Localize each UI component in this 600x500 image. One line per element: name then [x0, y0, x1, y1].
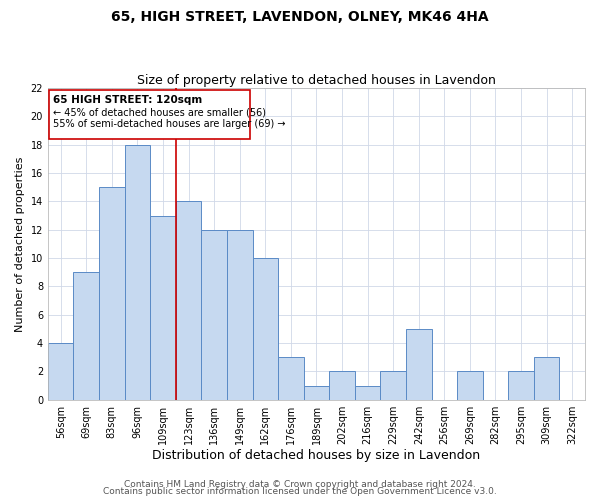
Bar	[406, 329, 431, 400]
Bar	[125, 145, 150, 400]
Text: ← 45% of detached houses are smaller (56): ← 45% of detached houses are smaller (56…	[53, 108, 266, 118]
Bar	[508, 372, 534, 400]
Text: Contains public sector information licensed under the Open Government Licence v3: Contains public sector information licen…	[103, 488, 497, 496]
Y-axis label: Number of detached properties: Number of detached properties	[15, 156, 25, 332]
Text: 65, HIGH STREET, LAVENDON, OLNEY, MK46 4HA: 65, HIGH STREET, LAVENDON, OLNEY, MK46 4…	[111, 10, 489, 24]
X-axis label: Distribution of detached houses by size in Lavendon: Distribution of detached houses by size …	[152, 450, 481, 462]
Bar	[355, 386, 380, 400]
Bar	[380, 372, 406, 400]
Bar	[278, 357, 304, 400]
Title: Size of property relative to detached houses in Lavendon: Size of property relative to detached ho…	[137, 74, 496, 87]
Bar	[150, 216, 176, 400]
Bar	[304, 386, 329, 400]
Bar	[457, 372, 482, 400]
Bar	[48, 343, 73, 400]
Bar	[176, 202, 202, 400]
Bar	[99, 188, 125, 400]
Bar	[534, 357, 559, 400]
Bar	[329, 372, 355, 400]
Bar	[253, 258, 278, 400]
Text: Contains HM Land Registry data © Crown copyright and database right 2024.: Contains HM Land Registry data © Crown c…	[124, 480, 476, 489]
Text: 65 HIGH STREET: 120sqm: 65 HIGH STREET: 120sqm	[53, 94, 202, 104]
Bar	[202, 230, 227, 400]
Bar	[227, 230, 253, 400]
Bar	[73, 272, 99, 400]
Text: 55% of semi-detached houses are larger (69) →: 55% of semi-detached houses are larger (…	[53, 120, 286, 130]
FancyBboxPatch shape	[49, 90, 250, 139]
